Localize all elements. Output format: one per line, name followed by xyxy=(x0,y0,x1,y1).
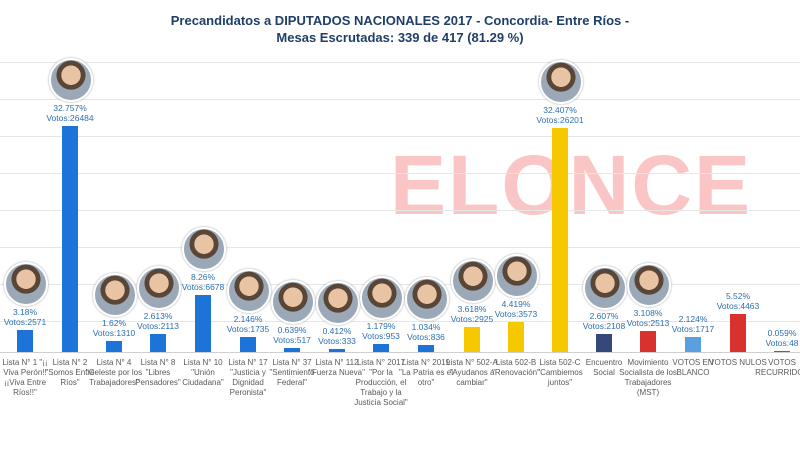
percent-label: 1.62% xyxy=(101,317,127,328)
candidate-photo xyxy=(316,281,360,326)
category-label: Lista N° 10 "Unión Ciudadana" xyxy=(182,358,224,387)
votes-label: Votos:836 xyxy=(407,331,445,342)
bar-4 xyxy=(150,333,166,352)
votes-label: Votos:953 xyxy=(362,330,400,341)
votes-label: Votos:2571 xyxy=(3,317,47,328)
chart-subtitle: Mesas Escrutadas: 339 de 417 (81.29 %) xyxy=(276,30,524,45)
bar-6 xyxy=(240,337,256,352)
bar-8 xyxy=(329,349,345,352)
percent-label: 32.407% xyxy=(543,105,577,116)
votes-label: Votos:6678 xyxy=(181,282,225,292)
votes-label: Votos:1735 xyxy=(226,324,270,335)
bar-9 xyxy=(373,343,389,352)
category-label: Lista N° 2019 "La Patria es el otro" xyxy=(399,358,453,387)
bar-3 xyxy=(106,340,122,352)
percent-label: 3.108% xyxy=(633,307,663,318)
category-label: Encuentro Social xyxy=(585,358,623,377)
category-label: VOTOS NULOS xyxy=(709,358,767,367)
chart-title: Precandidatos a DIPUTADOS NACIONALES 201… xyxy=(170,13,630,28)
gridline xyxy=(0,136,800,137)
candidate-photo xyxy=(539,60,583,105)
gridline xyxy=(0,210,800,211)
gridline xyxy=(0,173,800,174)
votes-label: Votos:1717 xyxy=(671,324,715,335)
category-label: Lista N° 8 "Libres Pensadores" xyxy=(135,358,181,387)
votes-label: Votos:4463 xyxy=(716,300,760,311)
candidate-photo xyxy=(627,262,671,307)
percent-label: 8.26% xyxy=(190,272,216,282)
gridline xyxy=(0,247,800,248)
watermark-logo: ELONCE xyxy=(390,138,753,232)
votes-label: Votos:26201 xyxy=(536,115,584,126)
percent-label: 0.639% xyxy=(277,324,307,335)
category-label: Lista N° 37 "Sentimiento Federal" xyxy=(269,358,315,387)
percent-label: 4.419% xyxy=(501,298,531,309)
bar-16 xyxy=(685,337,701,352)
bar-2 xyxy=(62,126,78,352)
votes-label: Votos:2113 xyxy=(137,320,179,331)
percent-label: 1.179% xyxy=(366,320,396,331)
category-label: Lista 502-B "Renovación" xyxy=(492,358,540,377)
percent-label: 2.146% xyxy=(233,314,263,325)
percent-label: 2.124% xyxy=(678,314,708,325)
bar-7 xyxy=(284,347,300,352)
percent-label: 32.757% xyxy=(53,103,87,113)
bar-18 xyxy=(774,351,790,352)
percent-label: 0.059% xyxy=(767,328,797,338)
votes-label: Votos:517 xyxy=(273,334,311,345)
candidate-photo xyxy=(49,58,93,102)
category-label: Lista N° 17 "Justicia y Dignidad Peronis… xyxy=(228,358,268,397)
bar-11 xyxy=(464,327,480,352)
category-label: VOTOS RECURRIDOS xyxy=(755,358,800,377)
bar-14 xyxy=(596,334,612,352)
candidate-photo xyxy=(495,253,539,298)
bar-12 xyxy=(508,321,524,352)
category-label: Lista N° 112 "Fuerza Nueva" xyxy=(309,358,365,377)
category-label: Lista N° 2017 "Por la Producción, el Tra… xyxy=(354,358,408,407)
candidate-photo xyxy=(360,275,404,320)
votes-label: Votos:333 xyxy=(318,336,356,347)
gridline xyxy=(0,321,800,322)
percent-label: 3.18% xyxy=(12,307,38,318)
candidate-photo xyxy=(93,272,137,317)
votes-label: Votos:26484 xyxy=(46,113,94,123)
candidate-photo xyxy=(583,266,627,310)
percent-label: 1.034% xyxy=(411,321,441,332)
votes-label: Votos:1310 xyxy=(92,327,136,338)
bar-1 xyxy=(17,330,33,352)
category-label: Lista N° 2 "Somos Entre Ríos" xyxy=(45,358,95,387)
percent-label: 2.607% xyxy=(589,311,619,321)
category-label: VOTOS EN BLANCO xyxy=(672,358,714,377)
category-label: Lista 502-C "Cambiemos juntos" xyxy=(537,358,583,387)
bar-5 xyxy=(195,295,211,352)
candidate-photo xyxy=(4,262,48,307)
votes-label: Votos:48 xyxy=(765,338,799,348)
percent-label: 5.52% xyxy=(725,290,751,301)
bar-10 xyxy=(418,344,434,352)
category-label: Movimiento Socialista de los Trabajadore… xyxy=(619,358,677,397)
category-label: Lista N° 502-A "Ayudanos a cambiar" xyxy=(446,358,498,387)
bar-13 xyxy=(552,128,568,352)
votes-label: Votos:3573 xyxy=(494,308,538,319)
votes-label: Votos:2108 xyxy=(582,321,626,331)
gridline xyxy=(0,99,800,100)
gridline xyxy=(0,62,800,63)
candidate-photo xyxy=(451,259,495,304)
votes-label: Votos:2513 xyxy=(626,317,670,328)
candidate-photo xyxy=(405,276,449,321)
candidate-photo xyxy=(137,265,181,310)
candidate-photo xyxy=(182,227,226,271)
percent-label: 2.613% xyxy=(143,310,173,321)
percent-label: 0.412% xyxy=(322,326,352,337)
candidate-photo xyxy=(227,269,271,314)
votes-label: Votos:2925 xyxy=(450,314,494,325)
bar-17 xyxy=(730,313,746,352)
category-label: Lista N° 1 "¡¡ Viva Perón!! ¡¡Viva Entre… xyxy=(2,358,48,397)
category-label: Lista N° 4 "Celeste por los Trabajadores… xyxy=(85,358,143,387)
x-axis-line xyxy=(0,352,800,353)
percent-label: 3.618% xyxy=(457,304,487,315)
bar-15 xyxy=(640,330,656,352)
candidate-photo xyxy=(271,279,315,324)
